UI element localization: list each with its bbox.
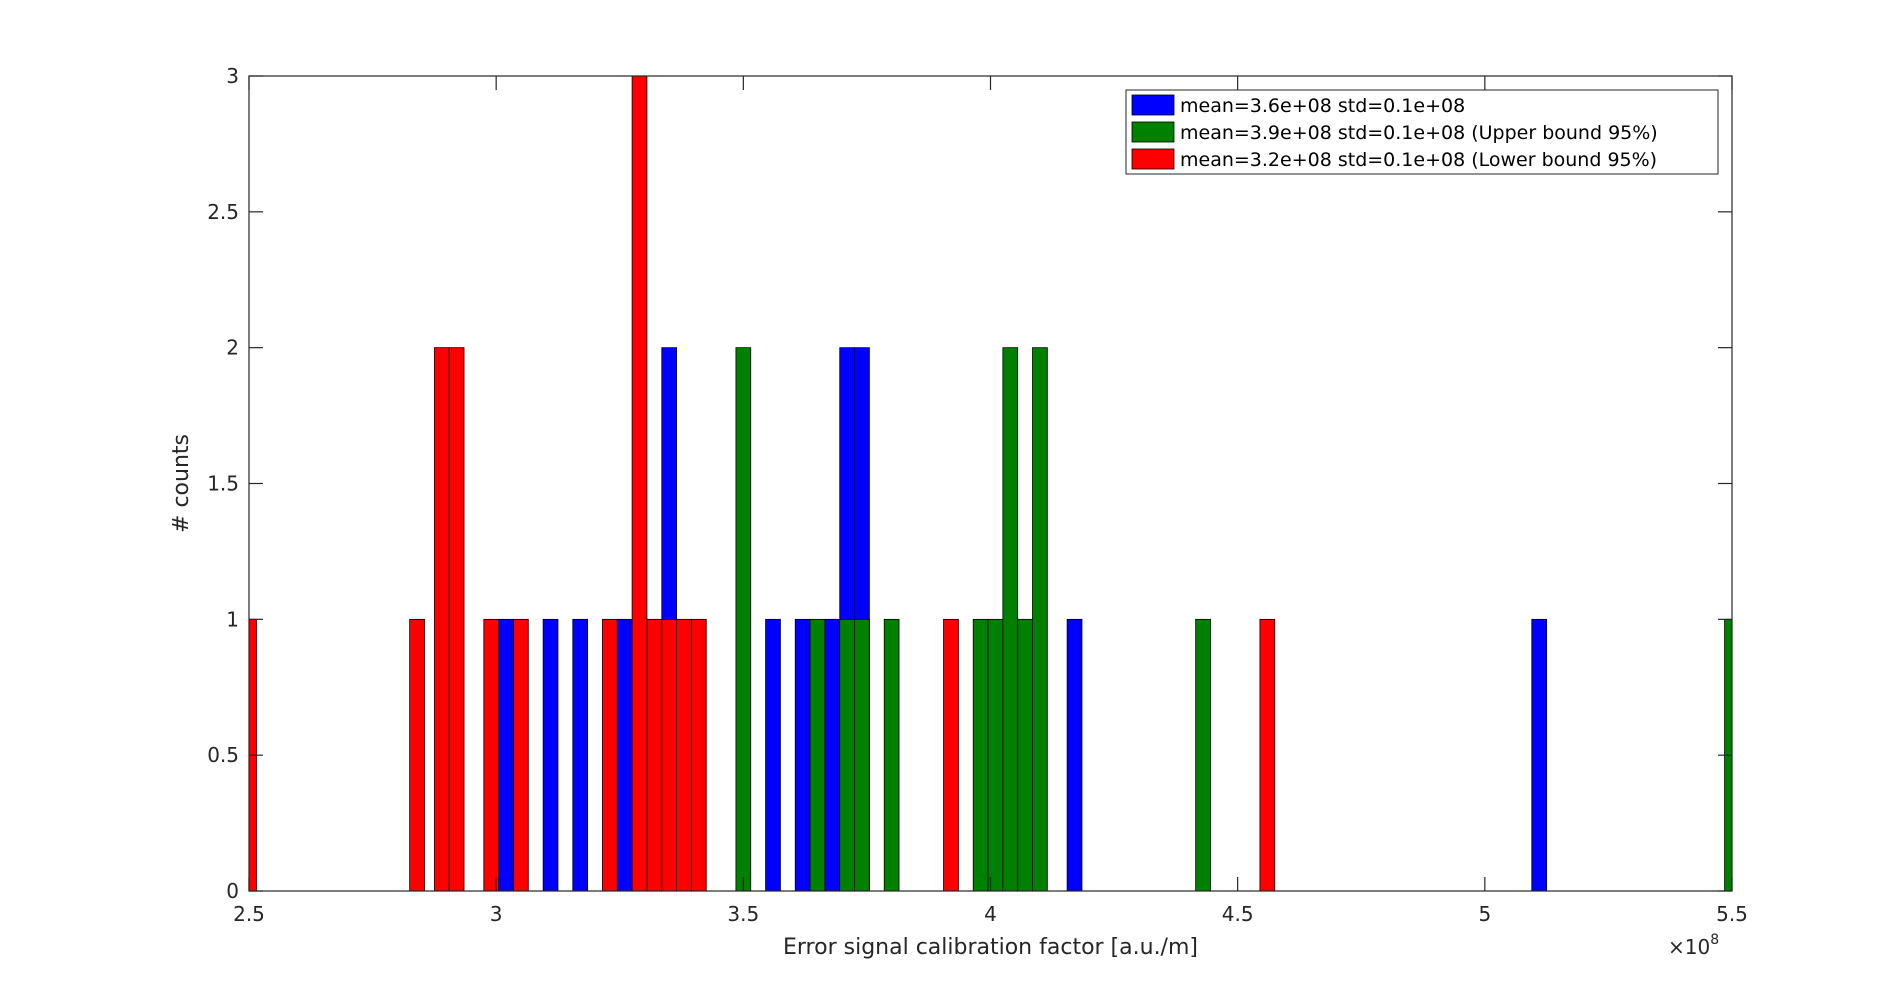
- histogram-bar-series-1-bin-1: [498, 618, 514, 892]
- x-axis-label: Error signal calibration factor [a.u./m]: [783, 935, 1198, 960]
- x-tick-label: 5.5: [1716, 902, 1748, 926]
- y-tick-label: 0.5: [207, 743, 239, 767]
- histogram-bar-series-1-bin-11: [1066, 618, 1083, 892]
- x-tick-label: 4.5: [1222, 902, 1254, 926]
- histogram-bar-series-3-bin-6: [513, 618, 529, 892]
- histogram-bar-series-2-bin-9: [1017, 618, 1033, 892]
- histogram-bar-series-2-bin-7: [987, 618, 1004, 892]
- y-tick-label: 2: [226, 336, 239, 360]
- histogram-bar-series-2-bin-4: [854, 618, 870, 892]
- y-tick-label: 1: [226, 607, 239, 631]
- y-axis-label: # counts: [169, 434, 194, 533]
- histogram-bar-series-3-bin-10: [661, 618, 677, 892]
- histogram-bar-series-1-bin-3: [572, 618, 589, 892]
- histogram-bar-series-2-bin-6: [972, 618, 989, 892]
- histogram-bar-series-3-bin-12: [691, 618, 707, 892]
- histogram-bar-series-2-bin-5: [883, 618, 900, 892]
- legend-entries: mean=3.6e+08 std=0.1e+08 mean=3.9e+08 std…: [1131, 94, 1658, 171]
- legend-label-2: mean=3.9e+08 std=0.1e+08 (Upper bound 95…: [1180, 122, 1658, 144]
- histogram-bar-series-3-bin-8: [631, 75, 648, 892]
- histogram-bar-series-3-bin-9: [646, 618, 663, 892]
- legend-label-1: mean=3.6e+08 std=0.1e+08: [1180, 95, 1465, 117]
- histogram-bar-series-2-bin-11: [1195, 618, 1211, 892]
- histogram-bar-series-1-bin-12: [1531, 618, 1548, 892]
- histogram-bar-series-3-bin-5: [483, 618, 500, 892]
- legend-swatch-3: [1131, 148, 1175, 170]
- histogram-bar-series-2-bin-2: [809, 618, 826, 892]
- histogram-bar-series-3-bin-11: [676, 618, 692, 892]
- histogram-bar-series-3-bin-13: [943, 618, 959, 892]
- histogram-bar-series-3-bin-14: [1259, 618, 1276, 892]
- x-axis-exponent-power: 8: [1710, 932, 1719, 948]
- x-tick-label: 3.5: [727, 902, 759, 926]
- histogram-bar-series-1-bin-7: [794, 618, 811, 892]
- histogram-bar-series-3-bin-4: [448, 347, 465, 892]
- y-tick-label: 1.5: [207, 472, 239, 496]
- histogram-bar-series-3-bin-7: [602, 618, 618, 892]
- histogram-bar-series-1-bin-6: [765, 618, 781, 892]
- x-tick-label: 4: [984, 902, 997, 926]
- x-tick-label: 5: [1478, 902, 1491, 926]
- histogram-bar-series-1-bin-4: [616, 618, 633, 892]
- ticks-layer: 2.5 3 3.5 4 4.5 5 5.5 0 0.5 1 1.5 2 2.5 3: [207, 64, 1748, 926]
- y-tick-label: 2.5: [207, 200, 239, 224]
- histogram-bar-series-3-bin-2: [409, 618, 425, 892]
- y-tick-label: 3: [226, 64, 239, 88]
- x-axis-exponent: ×108: [1668, 932, 1719, 959]
- bars-layer: [248, 75, 1733, 892]
- legend-label-3: mean=3.2e+08 std=0.1e+08 (Lower bound 95…: [1180, 149, 1657, 171]
- legend-swatch-1: [1131, 94, 1175, 116]
- x-tick-label: 2.5: [233, 902, 265, 926]
- legend-box: [1125, 89, 1719, 175]
- histogram-bar-series-1-bin-2: [542, 618, 559, 892]
- legend-swatch-2: [1131, 121, 1175, 143]
- x-axis-exponent-base: ×10: [1668, 935, 1710, 959]
- histogram-bar-series-2-bin-1: [735, 347, 752, 892]
- histogram-bar-series-1-bin-8: [824, 618, 841, 892]
- histogram-bar-series-2-bin-10: [1032, 347, 1048, 892]
- histogram-bar-series-3-bin-3: [433, 347, 450, 892]
- x-tick-label: 3: [490, 902, 503, 926]
- legend: mean=3.6e+08 std=0.1e+08 mean=3.9e+08 std…: [1125, 89, 1719, 175]
- histogram-bar-series-2-bin-8: [1002, 347, 1019, 892]
- y-tick-label: 0: [226, 879, 239, 903]
- histogram-bar-series-2-bin-3: [839, 618, 855, 892]
